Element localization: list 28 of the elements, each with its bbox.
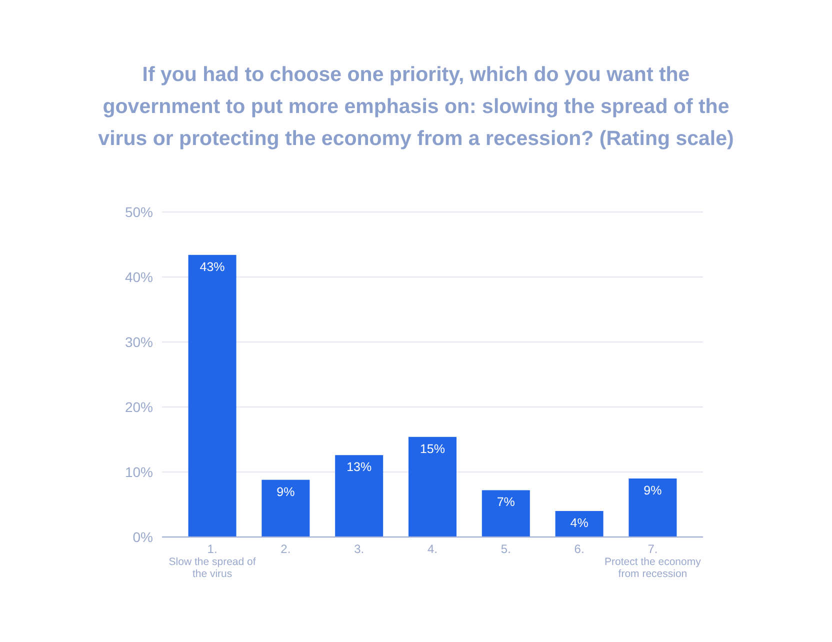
- y-tick-label: 30%: [124, 334, 153, 350]
- data-label: 7%: [496, 495, 515, 510]
- chart-title: If you had to choose one priority, which do you want the government to put more emphasis on: slowing the spread of the virus or protecting the economy from a recession? (Rating scale): [98, 63, 734, 150]
- x-tick-label: 7. Protect the economy from recession: [604, 542, 702, 580]
- bar: [482, 490, 530, 537]
- y-tick-label: 10%: [124, 464, 153, 480]
- bar: [262, 480, 310, 537]
- bar: [628, 478, 677, 537]
- data-label: 43%: [200, 260, 225, 274]
- bar: [188, 254, 236, 537]
- x-tick-label: 2.: [280, 542, 291, 556]
- data-label: 9%: [276, 484, 295, 499]
- x-tick-label: 6.: [574, 542, 584, 556]
- data-label: 4%: [570, 516, 588, 530]
- y-tick-label: 40%: [124, 268, 153, 285]
- x-tick-label: 4.: [427, 542, 438, 556]
- data-label: 13%: [346, 460, 372, 474]
- y-tick-label: 20%: [124, 398, 153, 415]
- x-tick-label: 1. Slow the spread of the virus: [168, 542, 256, 580]
- x-tick-label: 5.: [500, 542, 511, 556]
- data-label: 9%: [644, 484, 662, 498]
- bar: [335, 455, 384, 537]
- x-tick-label: 3.: [354, 542, 364, 556]
- y-tick-label: 50%: [124, 204, 153, 220]
- bar: [408, 436, 457, 537]
- y-tick-label: 0%: [132, 528, 153, 545]
- data-label: 15%: [420, 442, 446, 456]
- bar: [555, 511, 604, 537]
